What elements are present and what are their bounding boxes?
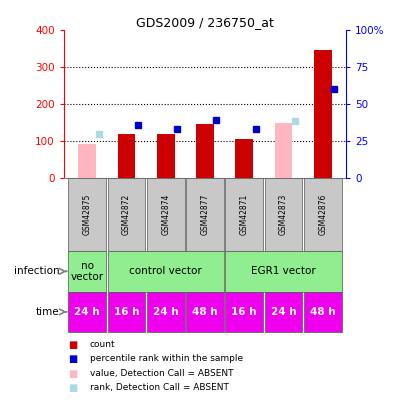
Text: ■: ■ (68, 340, 77, 350)
Bar (186, 292, 224, 332)
Text: value, Detection Call = ABSENT: value, Detection Call = ABSENT (90, 369, 233, 377)
Bar (68, 251, 106, 292)
Text: 16 h: 16 h (232, 307, 257, 317)
Text: control vector: control vector (129, 266, 202, 276)
Bar (225, 251, 341, 292)
Text: 48 h: 48 h (192, 307, 218, 317)
Bar (118, 134, 135, 178)
Text: GSM42872: GSM42872 (122, 194, 131, 235)
Bar (225, 178, 263, 251)
Text: percentile rank within the sample: percentile rank within the sample (90, 354, 243, 363)
Bar (275, 123, 292, 178)
Text: rank, Detection Call = ABSENT: rank, Detection Call = ABSENT (90, 383, 228, 392)
Bar (265, 178, 302, 251)
Text: no
vector: no vector (71, 260, 104, 282)
Text: GSM42873: GSM42873 (279, 194, 288, 235)
Bar (68, 292, 106, 332)
Text: GSM42877: GSM42877 (201, 194, 209, 235)
Text: time: time (36, 307, 60, 317)
Text: infection: infection (14, 266, 60, 276)
Text: ■: ■ (68, 354, 77, 364)
Text: 24 h: 24 h (271, 307, 296, 317)
Text: 48 h: 48 h (310, 307, 336, 317)
Bar (304, 178, 341, 251)
Bar (304, 292, 341, 332)
Bar (107, 292, 145, 332)
Title: GDS2009 / 236750_at: GDS2009 / 236750_at (136, 16, 274, 29)
Bar (196, 124, 214, 178)
Text: 24 h: 24 h (153, 307, 179, 317)
Bar (68, 178, 106, 251)
Text: ■: ■ (68, 383, 77, 393)
Text: GSM42876: GSM42876 (318, 194, 327, 235)
Bar (147, 178, 185, 251)
Text: EGR1 vector: EGR1 vector (251, 266, 316, 276)
Text: count: count (90, 340, 115, 349)
Text: 24 h: 24 h (74, 307, 100, 317)
Text: ■: ■ (68, 369, 77, 379)
Text: 16 h: 16 h (114, 307, 139, 317)
Bar (235, 139, 253, 178)
Text: GSM42874: GSM42874 (161, 194, 170, 235)
Bar (186, 178, 224, 251)
Bar (314, 49, 332, 178)
Bar (107, 251, 224, 292)
Bar (147, 292, 185, 332)
Bar (225, 292, 263, 332)
Text: GSM42871: GSM42871 (240, 194, 249, 235)
Bar (78, 144, 96, 178)
Bar (107, 178, 145, 251)
Bar (265, 292, 302, 332)
Text: GSM42875: GSM42875 (83, 194, 92, 235)
Bar (157, 134, 175, 178)
